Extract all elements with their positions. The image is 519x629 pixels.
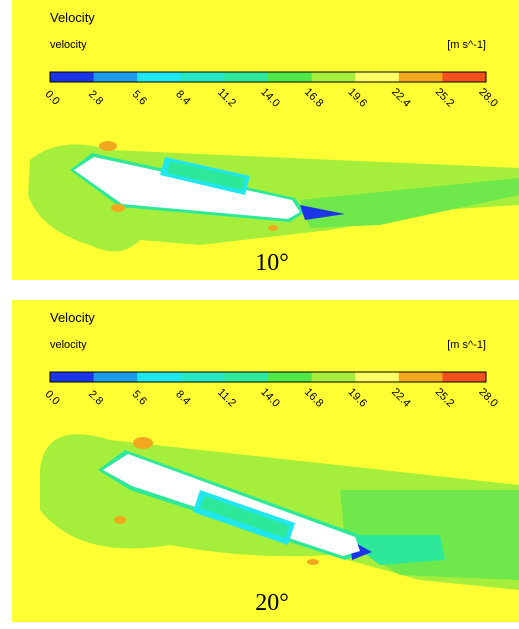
colorbar-segment xyxy=(50,372,94,382)
colorbar-segment xyxy=(137,72,181,82)
colorbar-segment xyxy=(137,372,181,382)
colorbar-segment xyxy=(442,372,486,382)
colorbar-segment xyxy=(181,372,225,382)
colorbar-segment xyxy=(442,72,486,82)
colorbar-segment xyxy=(355,72,399,82)
colorbar-segment xyxy=(399,72,443,82)
propeller xyxy=(133,437,153,449)
colorbar-segment xyxy=(268,72,312,82)
propeller xyxy=(99,141,117,151)
caption: 20° xyxy=(255,590,289,616)
legend-title: Velocity xyxy=(50,310,95,325)
colorbar-segment xyxy=(312,372,356,382)
legend-title: Velocity xyxy=(50,10,95,25)
propeller xyxy=(114,516,126,524)
colorbar-segment xyxy=(268,372,312,382)
unit-label: [m s^-1] xyxy=(447,339,486,351)
propeller xyxy=(307,559,319,565)
caption: 10° xyxy=(255,250,289,276)
colorbar-segment xyxy=(224,372,268,382)
variable-name: velocity xyxy=(50,39,87,51)
colorbar-segment xyxy=(94,372,138,382)
colorbar-segment xyxy=(181,72,225,82)
propeller xyxy=(111,204,125,212)
propeller xyxy=(268,225,278,231)
colorbar-segment xyxy=(94,72,138,82)
colorbar-segment xyxy=(399,372,443,382)
figure: Velocityvelocity[m s^-1]0.02.85.68.411.2… xyxy=(0,0,519,624)
colorbar-segment xyxy=(50,72,94,82)
colorbar-segment xyxy=(312,72,356,82)
variable-name: velocity xyxy=(50,339,87,351)
colorbar-segment xyxy=(355,372,399,382)
unit-label: [m s^-1] xyxy=(447,39,486,51)
colorbar-segment xyxy=(224,72,268,82)
